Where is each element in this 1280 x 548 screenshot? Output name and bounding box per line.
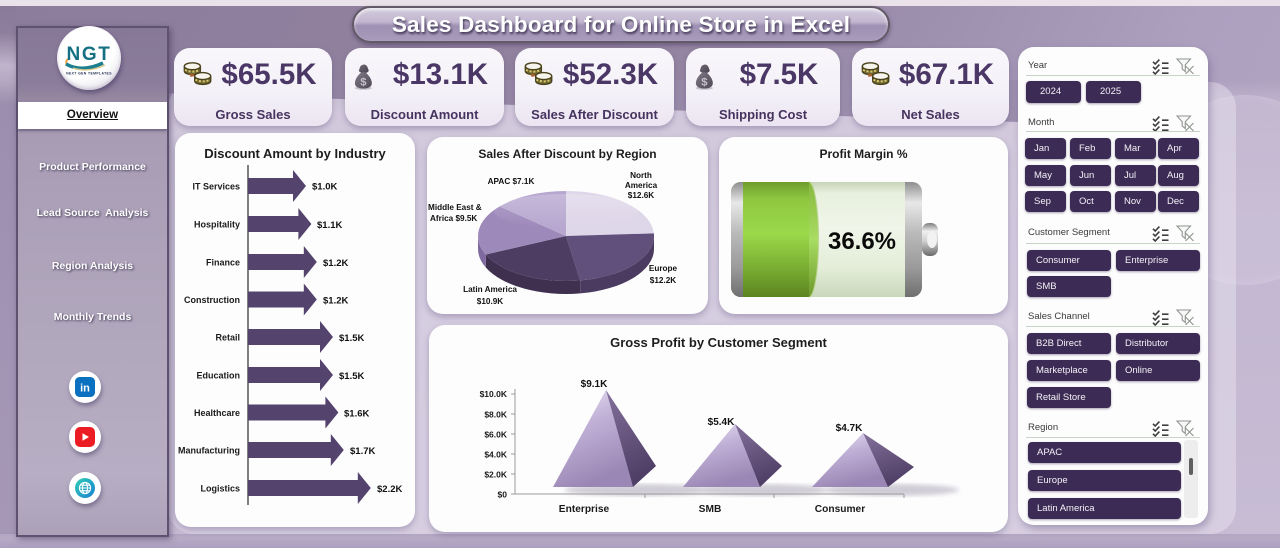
svg-text:APAC $7.1K: APAC $7.1K bbox=[488, 177, 535, 186]
svg-text:NGT: NGT bbox=[67, 44, 112, 65]
svg-text:Hospitality: Hospitality bbox=[194, 220, 240, 230]
svg-text:$1.2K: $1.2K bbox=[323, 258, 348, 269]
svg-text:Retail: Retail bbox=[215, 333, 240, 343]
svg-text:$4.0K: $4.0K bbox=[484, 450, 508, 460]
svg-text:$12.6K: $12.6K bbox=[628, 191, 654, 200]
svg-text:$2.2K: $2.2K bbox=[377, 484, 402, 495]
svg-text:Logistics: Logistics bbox=[200, 484, 240, 494]
svg-text:$8.0K: $8.0K bbox=[484, 410, 508, 420]
svg-text:NEXT GEN TEMPLATES: NEXT GEN TEMPLATES bbox=[66, 72, 112, 76]
svg-text:North: North bbox=[630, 171, 652, 180]
svg-text:America: America bbox=[625, 181, 658, 190]
svg-text:$10.9K: $10.9K bbox=[477, 297, 503, 306]
svg-text:Finance: Finance bbox=[206, 258, 240, 268]
svg-text:Education: Education bbox=[196, 371, 240, 381]
svg-text:$1.0K: $1.0K bbox=[312, 182, 337, 193]
svg-text:$2.0K: $2.0K bbox=[484, 470, 508, 480]
svg-text:$5.4K: $5.4K bbox=[708, 417, 735, 428]
svg-text:$4.7K: $4.7K bbox=[836, 423, 863, 434]
svg-text:$6.0K: $6.0K bbox=[484, 430, 508, 440]
svg-text:$1.7K: $1.7K bbox=[350, 446, 375, 457]
svg-text:Manufacturing: Manufacturing bbox=[178, 446, 240, 456]
svg-text:Middle East &: Middle East & bbox=[428, 203, 482, 212]
svg-text:IT Services: IT Services bbox=[192, 182, 240, 192]
svg-text:$1.5K: $1.5K bbox=[339, 333, 364, 344]
svg-text:Africa $9.5K: Africa $9.5K bbox=[430, 214, 477, 223]
svg-text:Enterprise: Enterprise bbox=[559, 504, 610, 515]
svg-text:36.6%: 36.6% bbox=[828, 228, 896, 255]
svg-text:Construction: Construction bbox=[184, 295, 240, 305]
svg-text:in: in bbox=[80, 383, 90, 395]
svg-text:$1.5K: $1.5K bbox=[339, 371, 364, 382]
svg-text:$0: $0 bbox=[498, 490, 508, 500]
svg-text:$1.1K: $1.1K bbox=[317, 220, 342, 231]
svg-text:$1.6K: $1.6K bbox=[344, 409, 369, 420]
svg-text:Consumer: Consumer bbox=[815, 504, 865, 515]
svg-text:$12.2K: $12.2K bbox=[650, 276, 676, 285]
svg-text:$10.0K: $10.0K bbox=[480, 389, 508, 399]
svg-text:Europe: Europe bbox=[649, 264, 678, 273]
svg-text:SMB: SMB bbox=[699, 504, 722, 515]
svg-text:$1.2K: $1.2K bbox=[323, 296, 348, 307]
svg-text:Latin America: Latin America bbox=[463, 285, 517, 294]
svg-text:$9.1K: $9.1K bbox=[581, 379, 608, 390]
svg-text:Healthcare: Healthcare bbox=[194, 408, 240, 418]
